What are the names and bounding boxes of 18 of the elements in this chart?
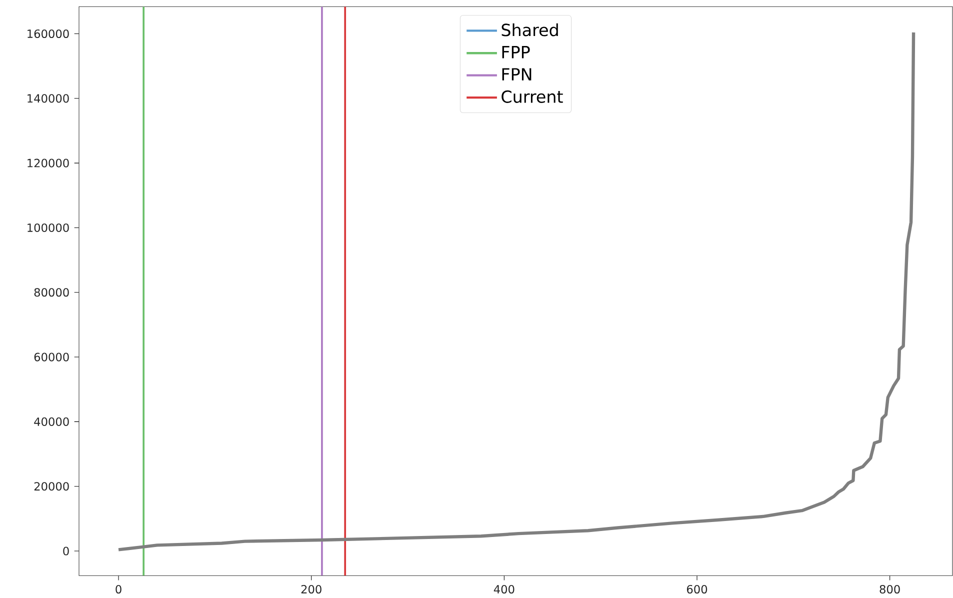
x-tick-label: 800 — [880, 584, 900, 594]
y-tick-label: 160000 — [28, 29, 69, 38]
y-tick-label: 120000 — [28, 158, 69, 168]
y-tick-label: 60000 — [34, 352, 69, 362]
x-tick-label: 400 — [494, 584, 514, 594]
legend-label: FPP — [502, 46, 530, 58]
y-tick-label: 140000 — [28, 94, 69, 103]
y-tick-label: 100000 — [28, 223, 69, 232]
y-tick-label: 20000 — [34, 482, 69, 491]
x-tick-label: 0 — [116, 584, 122, 594]
legend-label: Current — [502, 90, 563, 103]
legend-label: FPN — [502, 68, 532, 80]
legend-label: Shared — [502, 23, 558, 36]
y-tick-label: 0 — [63, 546, 69, 556]
x-tick-label: 600 — [686, 584, 708, 594]
y-tick-label: 80000 — [34, 288, 69, 297]
y-tick-label: 40000 — [34, 417, 69, 426]
x-tick-label: 200 — [301, 584, 322, 594]
